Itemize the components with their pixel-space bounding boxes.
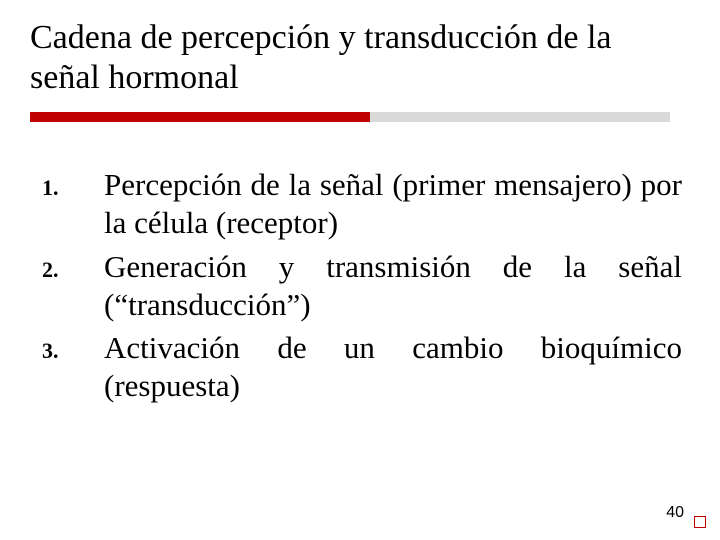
list-item-number: 3. — [42, 329, 104, 405]
slide-title: Cadena de percepción y transducción de l… — [28, 18, 688, 98]
corner-box-icon — [694, 516, 706, 528]
title-rule — [30, 112, 688, 124]
slide: Cadena de percepción y transducción de l… — [0, 0, 720, 540]
list-item: 2. Generación y transmisión de la señal … — [42, 248, 682, 324]
title-rule-gray — [370, 112, 670, 122]
list-item-number: 2. — [42, 248, 104, 324]
list-item-text: Percepción de la señal (primer mensajero… — [104, 166, 682, 242]
list-item: 3. Activación de un cambio bioquímico (r… — [42, 329, 682, 405]
list-item-text: Activación de un cambio bioquímico (resp… — [104, 329, 682, 405]
title-rule-red — [30, 112, 370, 122]
list-item-text: Generación y transmisión de la señal (“t… — [104, 248, 682, 324]
numbered-list: 1. Percepción de la señal (primer mensaj… — [28, 166, 688, 405]
list-item: 1. Percepción de la señal (primer mensaj… — [42, 166, 682, 242]
page-number: 40 — [666, 504, 684, 522]
list-item-number: 1. — [42, 166, 104, 242]
